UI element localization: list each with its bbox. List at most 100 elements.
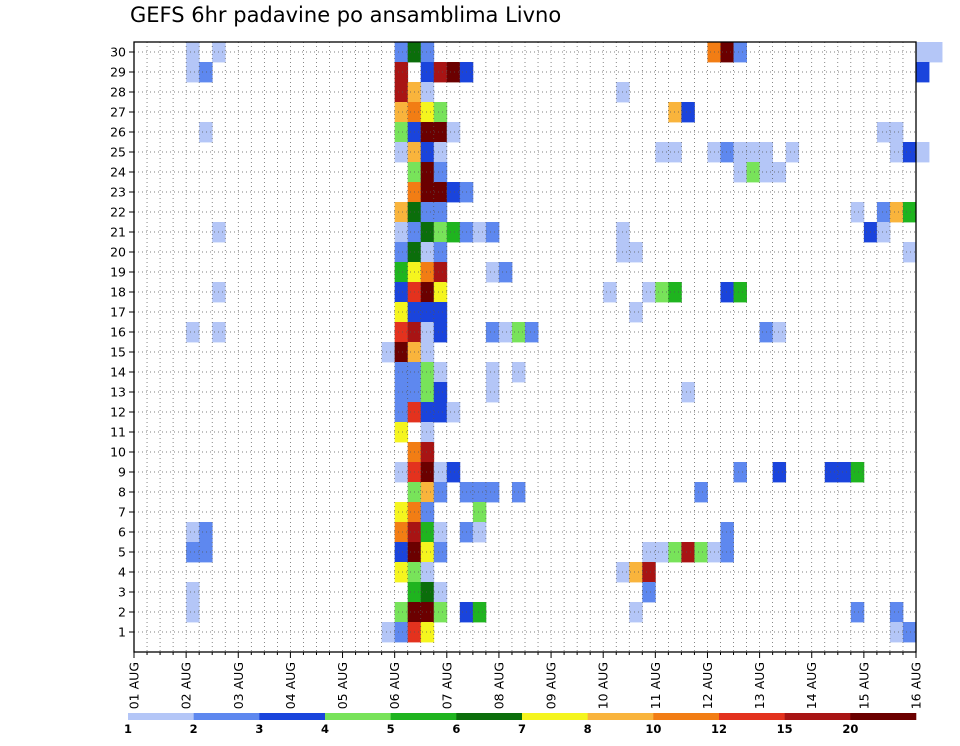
precip-cell xyxy=(420,562,435,583)
y-tick-label: 10 xyxy=(110,445,126,460)
y-tick-label: 21 xyxy=(110,225,126,240)
precip-cell xyxy=(420,422,435,443)
x-tick-label: 14 AUG xyxy=(804,662,819,709)
precip-cell xyxy=(446,62,461,83)
precip-cell xyxy=(433,362,448,383)
colorbar-label: 7 xyxy=(518,722,526,736)
precip-cell xyxy=(394,382,409,403)
precip-cell xyxy=(746,162,760,183)
x-tick-label: 04 AUG xyxy=(283,662,298,709)
precip-cell xyxy=(889,122,904,143)
colorbar-swatch xyxy=(193,713,260,720)
y-tick-label: 17 xyxy=(110,305,126,320)
precip-cell xyxy=(850,202,865,223)
x-tick-label: 07 AUG xyxy=(439,662,454,709)
precip-cell xyxy=(720,142,734,163)
precip-cell xyxy=(681,382,695,403)
precip-cell xyxy=(381,622,396,643)
precip-cell xyxy=(394,542,409,563)
y-tick-label: 14 xyxy=(110,365,126,380)
precip-cell xyxy=(889,202,904,223)
colorbar-label: 1 xyxy=(124,722,132,736)
colorbar-label: 8 xyxy=(584,722,592,736)
colorbar-swatch xyxy=(325,713,391,720)
x-tick-label: 08 AUG xyxy=(491,662,506,709)
precip-cell xyxy=(889,622,904,643)
precip-cell xyxy=(420,322,435,343)
y-tick-label: 19 xyxy=(110,265,126,280)
x-tick-label: 02 AUG xyxy=(179,662,194,709)
y-tick-label: 7 xyxy=(118,505,126,520)
precip-cell xyxy=(420,542,435,563)
precip-cell xyxy=(394,102,409,123)
precip-cell xyxy=(446,402,461,423)
precip-cell xyxy=(668,142,682,163)
precip-cell xyxy=(681,102,695,123)
precip-cell xyxy=(394,62,409,83)
colorbar-swatch xyxy=(390,713,457,720)
precip-cell xyxy=(433,582,448,603)
colorbar-swatch xyxy=(259,713,326,720)
grid-layer xyxy=(134,42,916,652)
precip-cell xyxy=(472,602,487,623)
precip-cell xyxy=(642,582,656,603)
precip-cell xyxy=(394,462,409,483)
precip-cell xyxy=(420,302,435,323)
precip-cell xyxy=(420,582,435,603)
x-tick-label: 15 AUG xyxy=(856,662,871,709)
precip-cell xyxy=(433,222,448,243)
precip-cell xyxy=(420,242,435,263)
precip-cell xyxy=(199,522,213,543)
axes-layer: 1234567891011121314151617181920212223242… xyxy=(110,45,923,710)
y-tick-label: 8 xyxy=(118,485,126,500)
precip-cell xyxy=(876,222,891,243)
precip-cell xyxy=(902,622,917,643)
colorbar-label: 12 xyxy=(711,722,727,736)
x-tick-label: 06 AUG xyxy=(387,662,402,709)
precip-cell xyxy=(394,202,409,223)
y-tick-label: 3 xyxy=(118,585,126,600)
precip-cell xyxy=(889,602,904,623)
y-tick-label: 18 xyxy=(110,285,126,300)
y-tick-label: 25 xyxy=(110,145,126,160)
precip-cell xyxy=(525,322,539,343)
precip-cell xyxy=(472,222,487,243)
x-tick-label: 05 AUG xyxy=(335,662,350,709)
precip-cell xyxy=(733,282,747,303)
precip-cell xyxy=(446,222,461,243)
colorbar-swatch xyxy=(784,713,851,720)
precip-cell xyxy=(694,482,708,503)
precip-cell xyxy=(420,522,435,543)
precip-cell xyxy=(694,542,708,563)
precip-cell xyxy=(916,62,930,83)
precip-cell xyxy=(394,302,409,323)
precip-cell xyxy=(433,102,448,123)
y-tick-label: 9 xyxy=(118,465,126,480)
precip-cell xyxy=(394,42,409,63)
precip-cell xyxy=(420,202,435,223)
y-tick-label: 15 xyxy=(110,345,126,360)
precip-cell xyxy=(668,542,682,563)
precip-cell xyxy=(668,102,682,123)
precip-cell xyxy=(394,222,409,243)
x-tick-label: 03 AUG xyxy=(231,662,246,709)
x-tick-label: 13 AUG xyxy=(752,662,767,709)
precip-cell xyxy=(629,562,643,583)
precip-cell xyxy=(433,542,448,563)
precip-cell xyxy=(420,382,435,403)
precip-cell xyxy=(394,82,409,103)
precip-cell xyxy=(485,362,500,383)
precip-cell xyxy=(394,502,409,523)
cells-layer xyxy=(186,42,943,643)
precip-cell xyxy=(889,142,904,163)
precip-cell xyxy=(772,322,787,343)
precip-cell xyxy=(433,462,448,483)
colorbar-swatch xyxy=(719,713,785,720)
precip-cell xyxy=(433,62,448,83)
y-tick-label: 6 xyxy=(118,525,126,540)
precip-cell xyxy=(446,182,461,203)
x-tick-label: 10 AUG xyxy=(596,662,611,709)
precip-cell xyxy=(433,302,448,323)
precip-cell xyxy=(433,262,448,283)
